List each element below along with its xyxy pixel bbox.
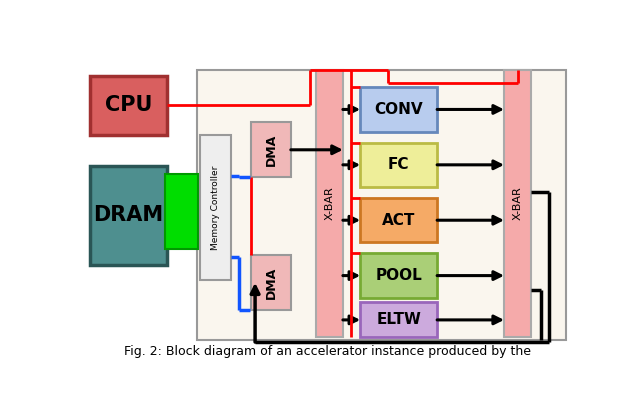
Text: Fig. 2: Block diagram of an accelerator instance produced by the: Fig. 2: Block diagram of an accelerator …: [125, 345, 531, 358]
FancyBboxPatch shape: [251, 255, 291, 310]
Text: CONV: CONV: [374, 102, 423, 117]
FancyBboxPatch shape: [196, 70, 566, 340]
FancyBboxPatch shape: [165, 174, 198, 249]
Text: X-BAR: X-BAR: [513, 187, 523, 220]
FancyBboxPatch shape: [360, 198, 437, 242]
FancyBboxPatch shape: [251, 122, 291, 178]
FancyBboxPatch shape: [200, 135, 231, 280]
Text: ACT: ACT: [382, 213, 415, 228]
Text: DMA: DMA: [264, 267, 278, 299]
FancyBboxPatch shape: [360, 143, 437, 187]
Text: Memory Controller: Memory Controller: [211, 165, 220, 250]
Text: DRAM: DRAM: [93, 206, 163, 226]
FancyBboxPatch shape: [90, 166, 167, 265]
Text: DMA: DMA: [264, 134, 278, 166]
Text: FC: FC: [388, 157, 410, 172]
FancyBboxPatch shape: [316, 70, 343, 337]
FancyBboxPatch shape: [360, 254, 437, 298]
Text: X-BAR: X-BAR: [324, 187, 334, 220]
Text: POOL: POOL: [375, 268, 422, 283]
FancyBboxPatch shape: [90, 76, 167, 135]
FancyBboxPatch shape: [360, 302, 437, 337]
FancyBboxPatch shape: [504, 70, 531, 337]
Text: ELTW: ELTW: [376, 312, 421, 328]
Text: CPU: CPU: [105, 95, 152, 115]
FancyBboxPatch shape: [360, 87, 437, 132]
